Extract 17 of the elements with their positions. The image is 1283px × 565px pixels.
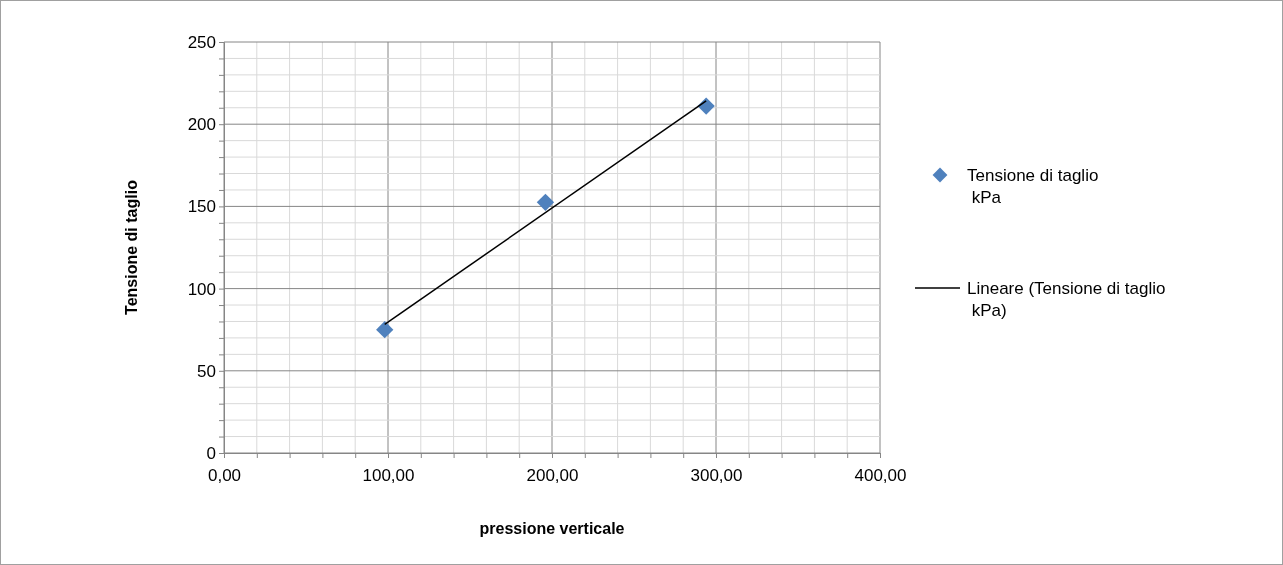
x-tick-label: 100,00 (362, 466, 415, 486)
x-tick-label: 400,00 (854, 466, 907, 486)
y-axis-title: Tensione di taglio (123, 179, 140, 315)
x-axis-title: pressione verticale (479, 520, 625, 537)
y-tick-label: 200 (187, 115, 216, 135)
y-tick-label: 250 (187, 32, 216, 52)
legend-label: Tensione di taglio kPa (967, 166, 1099, 208)
x-tick-label: 0,00 (207, 466, 242, 486)
legend-label: Lineare (Tensione di taglio kPa) (967, 279, 1166, 321)
y-tick-label: 0 (206, 443, 216, 463)
point (376, 321, 394, 339)
y-tick-label: 50 (197, 361, 216, 381)
y-tick-label: 150 (187, 197, 216, 217)
x-tick-label: 300,00 (690, 466, 743, 486)
point (536, 193, 555, 211)
x-tick-label: 200,00 (526, 466, 579, 486)
y-tick-label: 100 (187, 279, 216, 299)
